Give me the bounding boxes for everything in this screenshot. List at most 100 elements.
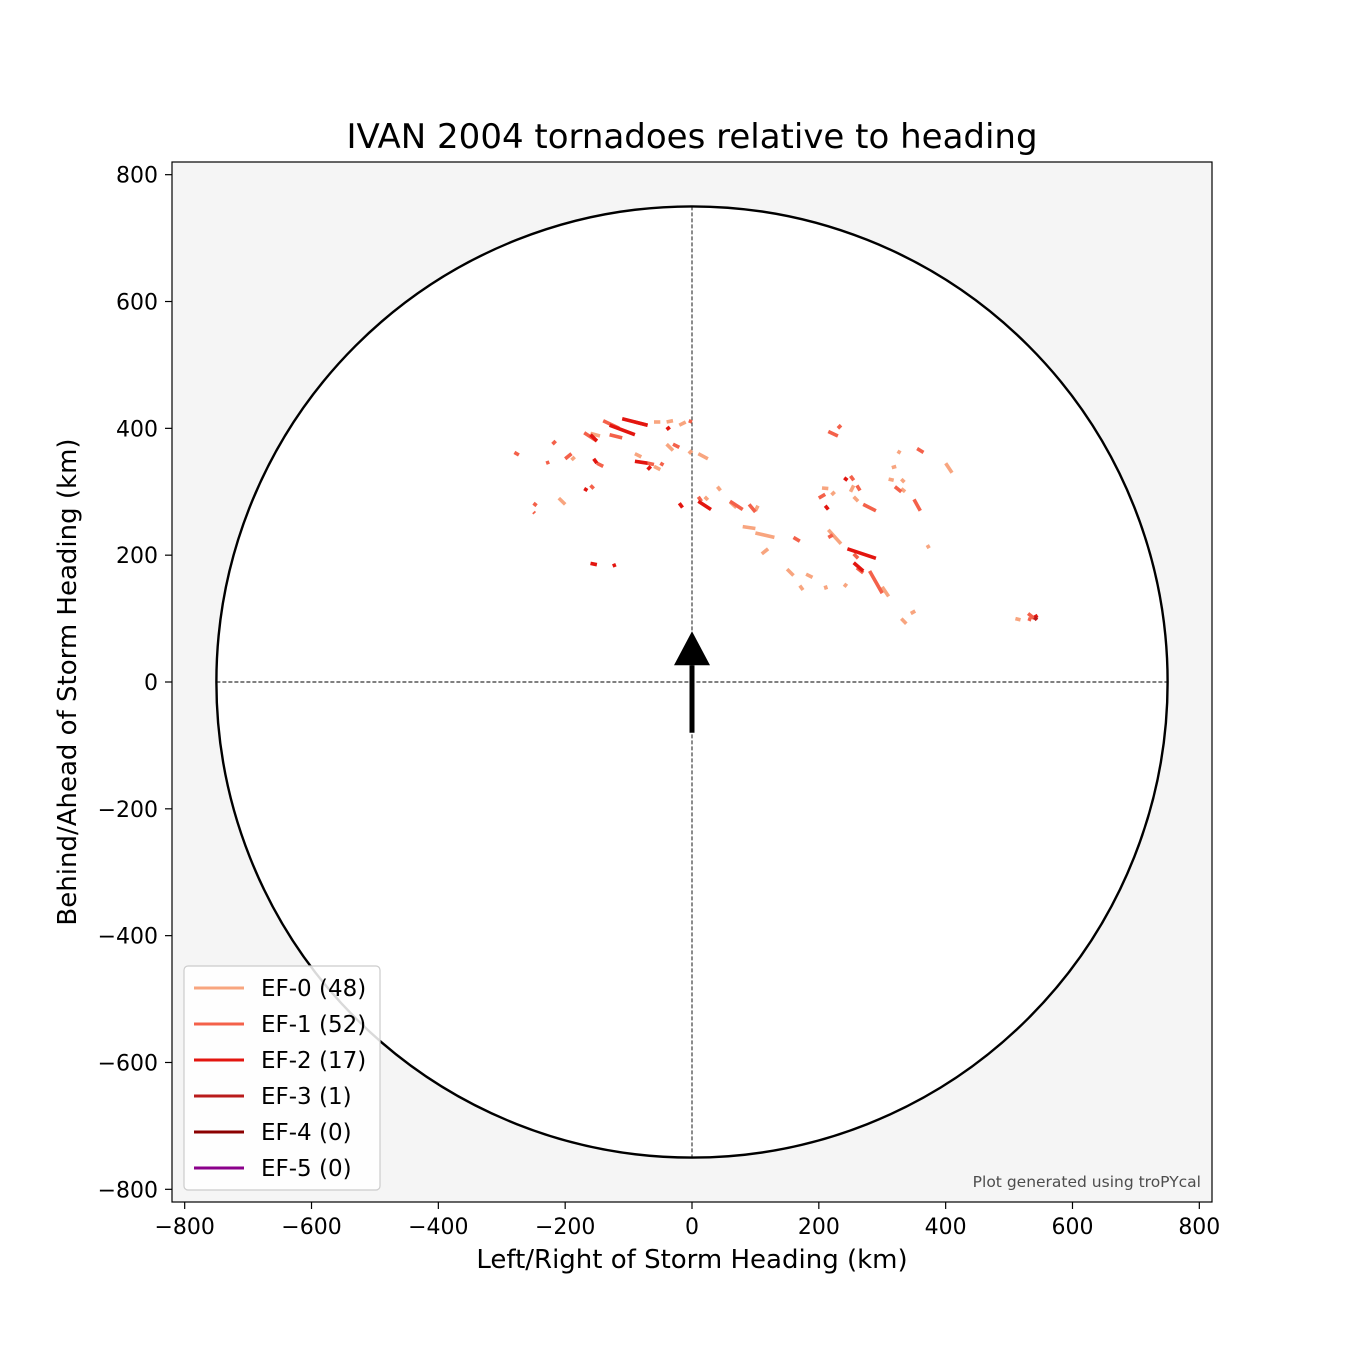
tornado-track-ef0-35 <box>703 495 710 502</box>
tornado-track-ef0-20 <box>842 582 849 589</box>
tornado-track-ef0-32 <box>944 462 954 474</box>
tornado-track-ef1-25 <box>862 502 877 513</box>
legend-entry: EF-2 (17) <box>261 1048 366 1074</box>
tornado-track-ef0-36 <box>687 449 694 455</box>
x-tick-label: −200 <box>535 1215 595 1240</box>
tornado-track-ef2-4 <box>612 563 617 568</box>
tornado-track-ef1-23 <box>849 474 856 482</box>
tornado-track-ef0-15 <box>805 572 814 580</box>
tornado-track-ef0-19 <box>826 528 843 546</box>
legend-entry: EF-5 (0) <box>261 1156 352 1182</box>
tornado-track-ef0-3 <box>665 442 675 452</box>
tornado-track-ef3-0 <box>1033 616 1039 622</box>
x-tick-label: 800 <box>1178 1215 1220 1240</box>
y-tick-label: −200 <box>98 798 158 823</box>
tornado-track-ef1-4 <box>551 439 557 446</box>
tornado-track-ef0-8 <box>716 485 722 492</box>
tornado-track-ef1-20 <box>817 492 827 500</box>
tornado-track-ef1-22 <box>836 423 843 430</box>
tornado-track-ef2-15 <box>823 504 830 511</box>
tornado-track-ef2-3 <box>590 561 598 567</box>
legend-entry: EF-4 (0) <box>261 1120 352 1146</box>
legend: EF-0 (48) EF-1 (52) EF-2 (17) EF-3 (1) EF-4 … <box>183 965 381 1191</box>
tornado-track-ef0-14 <box>798 584 805 592</box>
tornado-track-ef0-7 <box>697 452 709 461</box>
legend-entry: EF-0 (48) <box>261 976 366 1002</box>
legend-box <box>183 965 381 1191</box>
heading-arrow <box>674 631 710 733</box>
credit-text: Plot generated using troPYcal <box>973 1173 1201 1191</box>
tornado-track-ef0-23 <box>880 585 891 598</box>
tornado-track-ef1-32 <box>1027 616 1032 622</box>
tornado-track-ef1-15 <box>688 419 693 424</box>
y-tick-label: 800 <box>116 164 158 189</box>
tornado-track-ef2-10 <box>677 502 684 509</box>
tornado-track-ef0-2 <box>653 464 662 472</box>
tornado-track-ef0-24 <box>888 477 895 483</box>
tornado-track-ef1-2 <box>532 501 538 508</box>
tornado-track-ef0-18 <box>830 490 836 497</box>
x-tick-label: 400 <box>925 1215 967 1240</box>
x-tick-label: −800 <box>154 1215 214 1240</box>
tornado-track-ef1-7 <box>589 484 595 490</box>
legend-entry: EF-3 (1) <box>261 1084 352 1110</box>
y-tick-label: −600 <box>98 1051 158 1076</box>
tornado-track-ef0-13 <box>785 567 795 577</box>
tornado-track-ef1-1 <box>532 510 537 515</box>
tornado-track-ef0-17 <box>821 486 829 491</box>
x-tick-label: −600 <box>281 1215 341 1240</box>
y-tick-label: −800 <box>98 1178 158 1203</box>
y-axis-label: Behind/Ahead of Storm Heading (km) <box>53 438 83 925</box>
y-tick-label: −400 <box>98 925 158 950</box>
tornado-track-ef1-29 <box>912 498 922 512</box>
tornado-track-ef0-4 <box>666 418 674 424</box>
tornado-track-ef1-24 <box>855 484 862 492</box>
tornado-track-ef1-5 <box>564 452 573 461</box>
tornado-track-ef1-31 <box>1026 612 1036 620</box>
tornado-track-ef0-31 <box>925 544 931 550</box>
tornado-track-ef0-11 <box>754 531 775 540</box>
tornado-track-ef2-1 <box>583 487 589 493</box>
tornado-track-ef0-16 <box>823 585 829 590</box>
tornado-track-ef1-33 <box>852 552 860 560</box>
tornado-track-ef2-14 <box>852 561 865 573</box>
tornado-track-ef1-16 <box>696 495 703 503</box>
legend-entry: EF-1 (52) <box>261 1012 366 1038</box>
tornado-track-ef1-34 <box>827 533 834 539</box>
tornado-track-ef1-14 <box>672 442 681 450</box>
tornado-track-ef1-10 <box>609 432 623 440</box>
x-tick-label: 600 <box>1051 1215 1093 1240</box>
tornado-track-ef0-30 <box>909 609 917 616</box>
tornado-track-ef1-21 <box>827 429 839 438</box>
x-tick-label: −400 <box>408 1215 468 1240</box>
tornado-track-ef0-1 <box>634 452 643 459</box>
tornado-track-ef0-25 <box>891 464 897 470</box>
tornado-track-ef2-13 <box>846 547 877 561</box>
tornado-track-ef0-38 <box>570 455 576 462</box>
y-tick-label: 400 <box>116 417 158 442</box>
tornado-track-ef2-7 <box>634 459 648 465</box>
tornado-track-ef0-26 <box>896 449 902 455</box>
tornado-track-ef2-8 <box>646 465 653 471</box>
y-tick-label: 600 <box>116 291 158 316</box>
y-tick-label: 200 <box>116 544 158 569</box>
y-tick-label: 0 <box>144 671 158 696</box>
tornado-track-ef2-0 <box>589 433 599 443</box>
tornado-track-ef2-6 <box>621 417 649 427</box>
x-tick-label: 200 <box>798 1215 840 1240</box>
tornado-track-ef1-0 <box>513 450 520 457</box>
tornado-track-ef0-0 <box>557 496 567 506</box>
tornado-track-ef0-10 <box>742 524 756 531</box>
tornado-track-ef1-30 <box>916 447 925 454</box>
tornado-track-ef1-28 <box>893 485 903 494</box>
tornado-track-ef0-29 <box>900 617 908 625</box>
tornado-track-ef1-26 <box>868 570 884 595</box>
tornado-track-ef1-12 <box>647 461 655 467</box>
tornado-track-ef0-22 <box>848 484 856 493</box>
tornado-track-ef1-17 <box>729 499 744 512</box>
tornado-track-ef2-5 <box>608 423 636 437</box>
tracks-layer <box>513 417 1039 625</box>
tornado-track-ef1-18 <box>747 503 757 514</box>
tornado-track-ef2-12 <box>843 476 849 482</box>
